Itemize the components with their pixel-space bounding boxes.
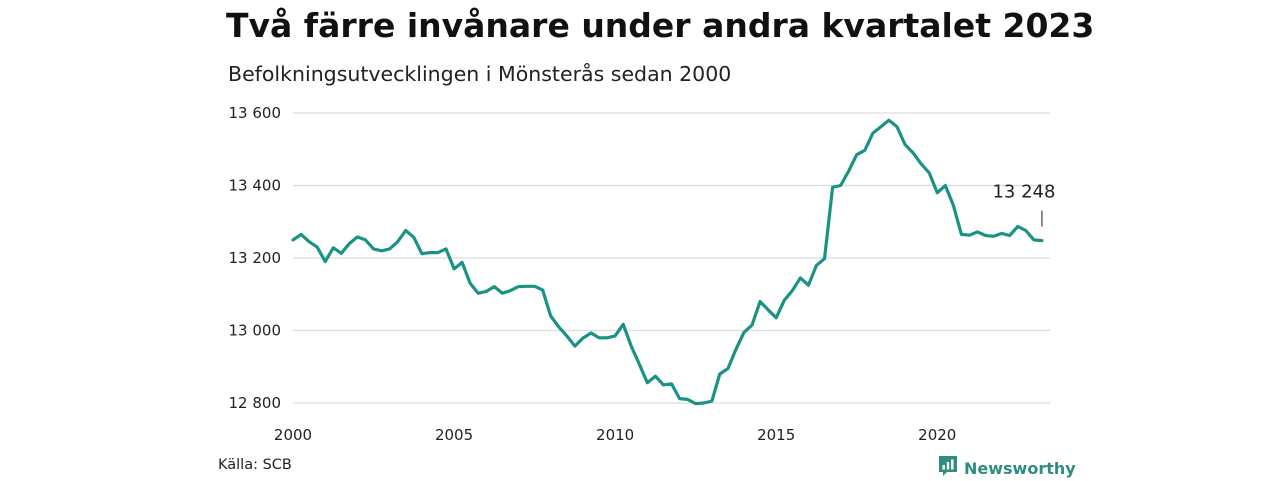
y-tick-label: 13 400 (229, 177, 282, 195)
annotation-label: 13 248 (992, 182, 1055, 203)
chart-title: Två färre invånare under andra kvartalet… (226, 6, 1095, 45)
x-axis: 2000 2005 2010 2015 2020 (274, 426, 956, 444)
y-tick-label: 13 200 (229, 249, 282, 267)
x-tick-label: 2015 (757, 426, 795, 444)
newsworthy-logo-icon (938, 455, 958, 481)
x-tick-label: 2005 (435, 426, 473, 444)
x-tick-label: 2000 (274, 426, 312, 444)
x-tick-label: 2020 (918, 426, 956, 444)
y-tick-label: 13 000 (229, 322, 282, 340)
annotation-layer: 13 248 (992, 182, 1055, 227)
series-layer (291, 118, 1044, 406)
source-note: Källa: SCB (218, 457, 292, 473)
brand-logo[interactable]: Newsworthy (938, 455, 1076, 481)
y-axis: 12 800 13 000 13 200 13 400 13 600 (229, 104, 282, 412)
brand-name: Newsworthy (964, 458, 1076, 478)
x-tick-label: 2010 (596, 426, 634, 444)
y-tick-label: 13 600 (229, 104, 282, 122)
chart-subtitle: Befolkningsutvecklingen i Mönsterås seda… (228, 62, 732, 86)
y-tick-label: 12 800 (229, 394, 282, 412)
series-line (291, 118, 1044, 406)
gridlines (293, 112, 1050, 404)
